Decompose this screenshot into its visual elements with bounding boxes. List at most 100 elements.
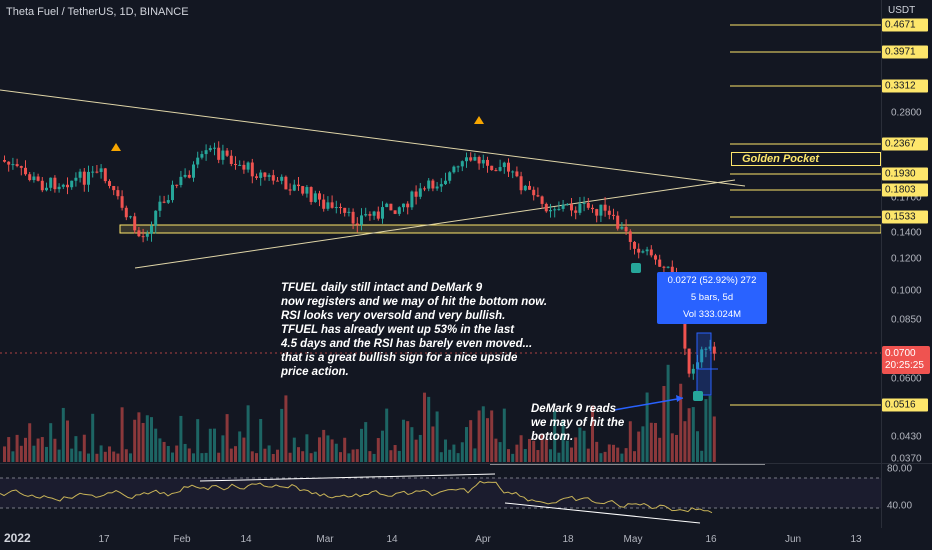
level-label-0-3312[interactable]: 0.3312 — [882, 80, 928, 93]
volume-bar — [587, 449, 590, 462]
current-price-value: 0.0700 — [885, 348, 927, 360]
volume-bar — [339, 452, 342, 462]
volume-bar — [499, 442, 502, 462]
candle-body — [314, 193, 317, 202]
candle-body — [612, 215, 615, 216]
volume-bar — [465, 427, 468, 462]
volume-bar — [368, 451, 371, 462]
candle-body — [238, 165, 241, 166]
candle-body — [20, 166, 23, 168]
candle-body — [104, 168, 107, 181]
candle-body — [373, 212, 376, 216]
candle-body — [507, 163, 510, 172]
candle-body — [356, 224, 359, 225]
analysis-line: RSI looks very oversold and very bullish… — [281, 309, 547, 323]
level-label-0-3971[interactable]: 0.3971 — [882, 46, 928, 59]
volume-bar — [356, 449, 359, 462]
candle-body — [553, 209, 556, 210]
candle-body — [352, 212, 355, 224]
volume-bar — [503, 409, 506, 462]
volume-bar — [482, 406, 485, 462]
volume-bar — [104, 452, 107, 462]
level-label-0-0516[interactable]: 0.0516 — [882, 399, 928, 412]
candle-body — [625, 227, 628, 231]
level-label-0-4671[interactable]: 0.4671 — [882, 19, 928, 32]
volume-bar — [154, 429, 157, 462]
volume-bar — [570, 448, 573, 462]
time-tick: 14 — [386, 534, 397, 545]
volume-bar — [515, 445, 518, 462]
volume-bar — [595, 442, 598, 462]
candle-body — [217, 148, 220, 160]
candle-body — [125, 208, 128, 217]
level-label-0-1930[interactable]: 0.1930 — [882, 168, 928, 181]
candle-body — [541, 196, 544, 203]
candle-body — [381, 207, 384, 219]
current-price-label: 0.0700 20:25:25 — [882, 346, 930, 374]
time-tick: Feb — [173, 534, 190, 545]
candle-body — [301, 186, 304, 194]
candle-body — [41, 181, 44, 190]
volume-bar — [83, 435, 86, 462]
volume-bar — [95, 454, 98, 462]
volume-bar — [688, 408, 691, 462]
volume-bar — [11, 451, 14, 462]
candle-body — [209, 148, 212, 150]
price-range-measure-box[interactable]: 0.0272 (52.92%) 272 5 bars, 5d Vol 333.0… — [657, 272, 767, 324]
volume-bar — [284, 395, 287, 462]
pane-separator[interactable] — [0, 463, 932, 464]
volume-bar — [108, 446, 111, 462]
candle-body — [415, 192, 418, 197]
check-badge-icon — [631, 263, 641, 273]
volume-bar — [683, 421, 686, 462]
candle-body — [230, 156, 233, 164]
volume-bar — [335, 444, 338, 462]
candle-body — [66, 185, 69, 187]
candle-body — [3, 160, 6, 162]
candle-body — [604, 205, 607, 211]
candle-body — [637, 249, 640, 253]
level-label-0-2367[interactable]: 0.2367 — [882, 138, 928, 151]
analysis-note[interactable]: TFUEL daily still intact and DeMark 9 no… — [281, 281, 547, 379]
demark-note[interactable]: DeMark 9 reads we may of hit the bottom. — [531, 402, 624, 444]
price-tick: 0.0430 — [891, 432, 922, 443]
volume-bar — [289, 453, 292, 462]
candle-body — [410, 192, 413, 208]
volume-bar — [175, 446, 178, 462]
level-label-0-1533[interactable]: 0.1533 — [882, 211, 928, 224]
volume-bar — [608, 444, 611, 462]
volume-bar — [536, 450, 539, 462]
candle-body — [70, 181, 73, 187]
volume-bar — [133, 420, 136, 462]
volume-bar — [310, 453, 313, 462]
volume-bar — [276, 450, 279, 462]
candle-body — [129, 216, 132, 217]
candle-body — [179, 177, 182, 185]
volume-bar — [667, 365, 670, 462]
candle-body — [646, 249, 649, 251]
analysis-line: now registers and we may of hit the bott… — [281, 295, 547, 309]
candle-body — [688, 349, 691, 374]
level-label-0-1803[interactable]: 0.1803 — [882, 184, 928, 197]
candle-body — [364, 214, 367, 215]
candle-body — [436, 187, 439, 189]
volume-bar — [704, 399, 707, 462]
candle-body — [100, 168, 103, 172]
golden-pocket-label[interactable]: Golden Pocket — [731, 152, 881, 166]
candle-body — [74, 178, 77, 181]
candle-body — [251, 163, 254, 177]
demark-line: bottom. — [531, 430, 624, 444]
symbol-title[interactable]: Theta Fuel / TetherUS, 1D, BINANCE — [6, 6, 189, 18]
volume-bar — [557, 453, 560, 462]
candle-body — [616, 216, 619, 229]
candle-body — [79, 172, 82, 178]
volume-bar — [179, 416, 182, 462]
volume-bar — [524, 449, 527, 462]
volume-bar — [297, 447, 300, 462]
price-tick: 0.1400 — [891, 228, 922, 239]
volume-bar — [709, 396, 712, 462]
volume-bar — [163, 442, 166, 462]
volume-bar — [268, 445, 271, 462]
